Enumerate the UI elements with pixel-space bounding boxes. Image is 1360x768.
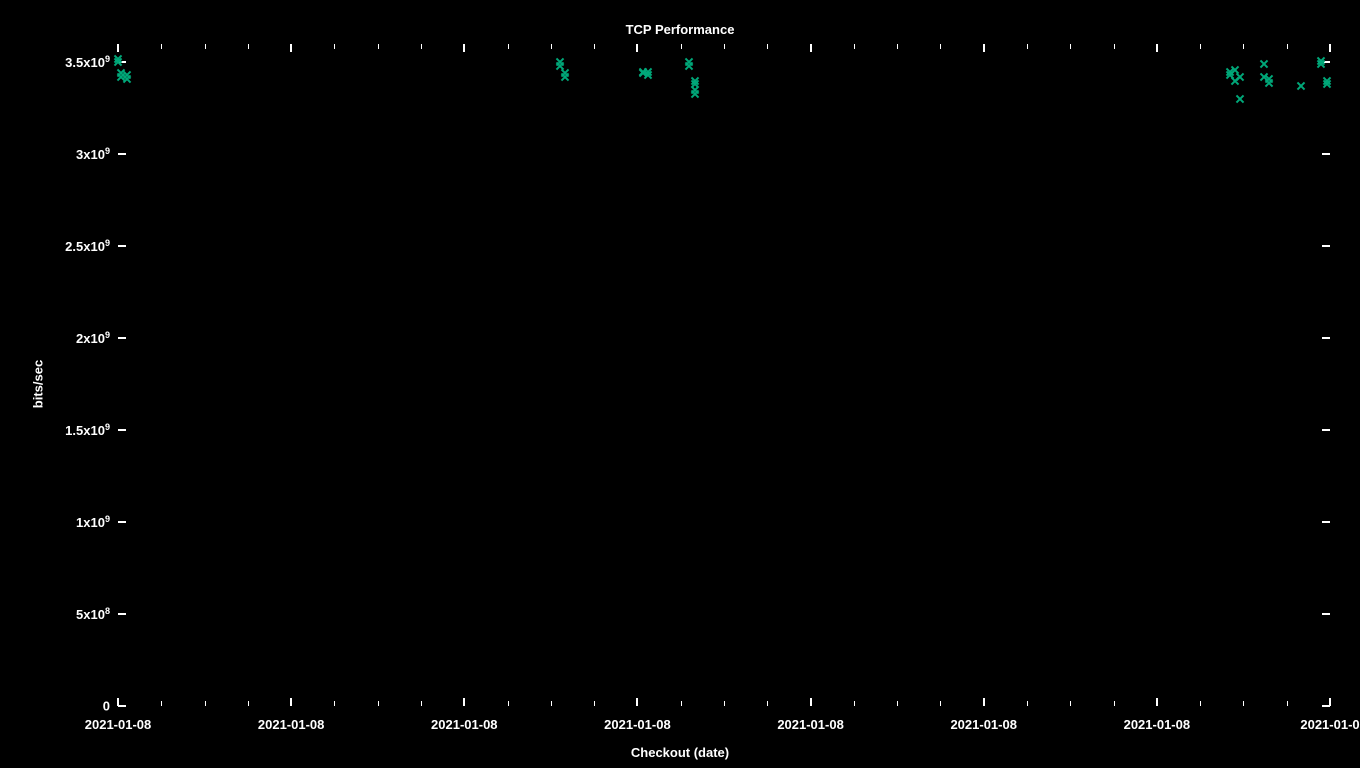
y-tick-mark	[1322, 429, 1330, 431]
x-minor-tick	[161, 44, 162, 49]
y-tick-label: 5x108	[76, 606, 110, 622]
y-tick-mark	[118, 705, 126, 707]
y-tick-mark	[1322, 61, 1330, 63]
x-minor-tick	[854, 701, 855, 706]
x-minor-tick	[551, 44, 552, 49]
x-tick-mark	[636, 698, 638, 706]
y-tick-label: 1x109	[76, 514, 110, 530]
chart-title: TCP Performance	[626, 22, 735, 37]
y-tick-label: 0	[103, 699, 110, 714]
x-minor-tick	[508, 44, 509, 49]
x-tick-label: 2021-01-08	[258, 717, 325, 732]
x-tick-label: 2021-01-08	[604, 717, 671, 732]
x-tick-mark	[636, 44, 638, 52]
y-tick-label: 3x109	[76, 146, 110, 162]
x-minor-tick	[897, 44, 898, 49]
x-tick-label: 2021-01-08	[777, 717, 844, 732]
x-minor-tick	[681, 44, 682, 49]
x-minor-tick	[1027, 44, 1028, 49]
x-tick-mark	[117, 44, 119, 52]
x-tick-label: 2021-01-08	[950, 717, 1017, 732]
x-tick-label: 2021-01-08	[85, 717, 152, 732]
x-minor-tick	[421, 701, 422, 706]
x-minor-tick	[594, 701, 595, 706]
tcp-performance-chart: TCP Performance bits/sec Checkout (date)…	[0, 0, 1360, 768]
y-axis-label: bits/sec	[31, 360, 46, 408]
y-tick-mark	[1322, 245, 1330, 247]
x-minor-tick	[940, 701, 941, 706]
x-tick-mark	[290, 698, 292, 706]
x-minor-tick	[378, 44, 379, 49]
x-tick-mark	[983, 44, 985, 52]
x-minor-tick	[248, 701, 249, 706]
y-tick-mark	[118, 521, 126, 523]
x-minor-tick	[205, 44, 206, 49]
x-tick-mark	[463, 698, 465, 706]
y-tick-label: 1.5x109	[65, 422, 110, 438]
y-tick-mark	[118, 153, 126, 155]
x-minor-tick	[161, 701, 162, 706]
x-tick-mark	[290, 44, 292, 52]
x-minor-tick	[594, 44, 595, 49]
x-minor-tick	[1114, 701, 1115, 706]
y-tick-mark	[118, 245, 126, 247]
x-minor-tick	[1287, 44, 1288, 49]
x-minor-tick	[378, 701, 379, 706]
x-minor-tick	[1200, 701, 1201, 706]
x-minor-tick	[248, 44, 249, 49]
x-tick-mark	[983, 698, 985, 706]
x-tick-mark	[463, 44, 465, 52]
x-minor-tick	[1243, 701, 1244, 706]
y-tick-mark	[1322, 521, 1330, 523]
y-tick-mark	[118, 429, 126, 431]
y-tick-label: 3.5x109	[65, 54, 110, 70]
x-minor-tick	[334, 701, 335, 706]
x-minor-tick	[854, 44, 855, 49]
x-minor-tick	[551, 701, 552, 706]
y-tick-mark	[118, 613, 126, 615]
x-tick-mark	[810, 698, 812, 706]
x-tick-label: 2021-01-0	[1300, 717, 1359, 732]
y-tick-mark	[118, 61, 126, 63]
x-tick-mark	[1329, 698, 1331, 706]
plot-area	[118, 44, 1330, 706]
x-tick-label: 2021-01-08	[431, 717, 498, 732]
x-tick-mark	[1156, 44, 1158, 52]
x-minor-tick	[421, 44, 422, 49]
x-minor-tick	[681, 701, 682, 706]
x-minor-tick	[205, 701, 206, 706]
x-minor-tick	[1243, 44, 1244, 49]
x-tick-mark	[117, 698, 119, 706]
x-minor-tick	[897, 701, 898, 706]
x-minor-tick	[1027, 701, 1028, 706]
x-minor-tick	[940, 44, 941, 49]
x-minor-tick	[767, 44, 768, 49]
x-minor-tick	[508, 701, 509, 706]
x-minor-tick	[1287, 701, 1288, 706]
x-minor-tick	[767, 701, 768, 706]
y-tick-mark	[1322, 613, 1330, 615]
x-minor-tick	[1070, 701, 1071, 706]
x-minor-tick	[334, 44, 335, 49]
x-minor-tick	[724, 44, 725, 49]
x-minor-tick	[1070, 44, 1071, 49]
y-tick-label: 2x109	[76, 330, 110, 346]
y-tick-label: 2.5x109	[65, 238, 110, 254]
x-minor-tick	[1200, 44, 1201, 49]
x-tick-mark	[1329, 44, 1331, 52]
x-tick-mark	[810, 44, 812, 52]
x-axis-label: Checkout (date)	[631, 745, 729, 760]
x-minor-tick	[1114, 44, 1115, 49]
x-minor-tick	[724, 701, 725, 706]
x-tick-mark	[1156, 698, 1158, 706]
x-tick-label: 2021-01-08	[1124, 717, 1191, 732]
y-tick-mark	[1322, 337, 1330, 339]
y-tick-mark	[118, 337, 126, 339]
y-tick-mark	[1322, 153, 1330, 155]
